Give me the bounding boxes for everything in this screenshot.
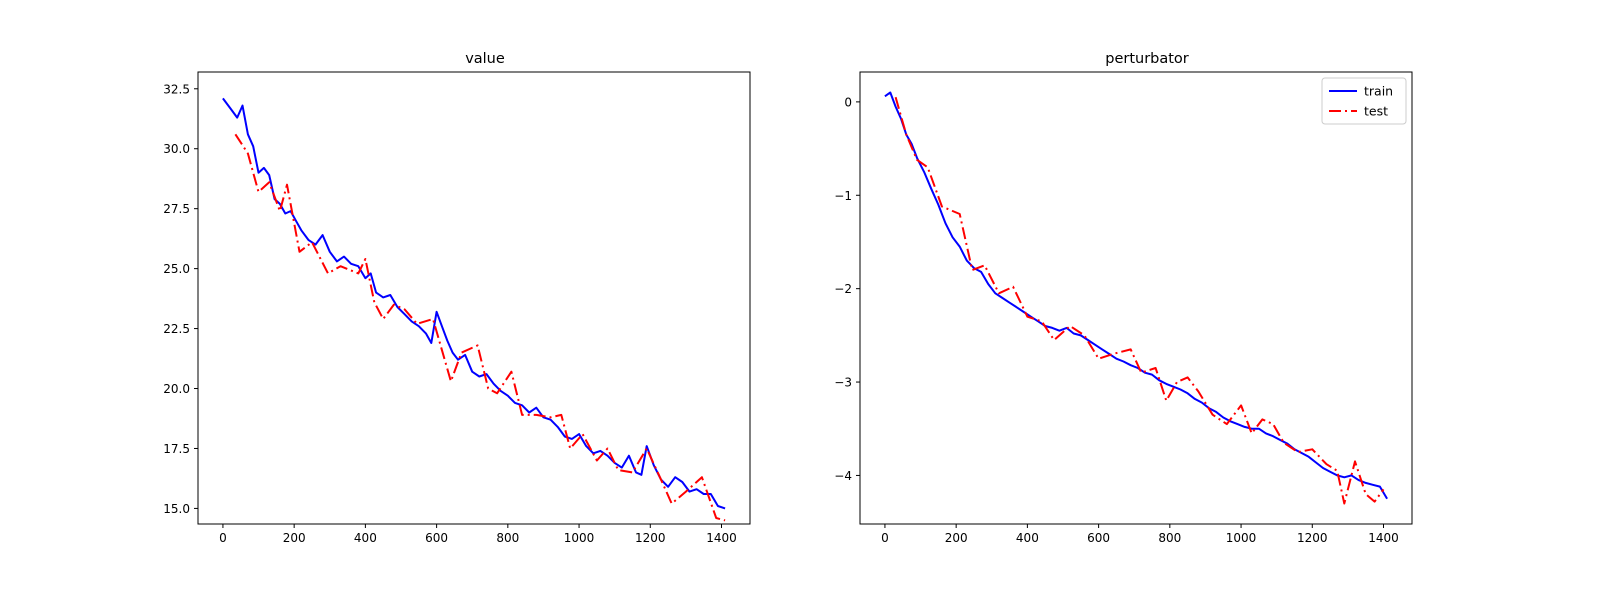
value-x-tick-label-5: 1000 bbox=[564, 531, 595, 545]
perturbator-series-test bbox=[894, 96, 1385, 505]
value-axis-ticks: 0 200 400 600 800 1000 1200 1400 15.0 17.5 20.0 22.… bbox=[163, 82, 737, 545]
perturbator-y-tick-label-4: −4 bbox=[834, 469, 852, 483]
value-y-tick-label-6: 30.0 bbox=[163, 142, 190, 156]
value-x-tick-label-4: 800 bbox=[496, 531, 519, 545]
value-x-tick-label-1: 200 bbox=[283, 531, 306, 545]
value-series bbox=[222, 97, 726, 522]
perturbator-x-tick-label-4: 800 bbox=[1158, 531, 1181, 545]
value-chart-title: value bbox=[465, 51, 505, 67]
perturbator-x-tick-label-5: 1000 bbox=[1226, 531, 1257, 545]
value-y-tick-label-5: 27.5 bbox=[163, 202, 190, 216]
perturbator-series-train bbox=[884, 91, 1388, 500]
perturbator-axis-ticks: 0 200 400 600 800 1000 1200 1400 0 −1 −2 −3 −4 bbox=[834, 95, 1398, 545]
value-series-train bbox=[222, 97, 726, 510]
value-x-tick-label-0: 0 bbox=[219, 531, 227, 545]
value-plot-area bbox=[197, 71, 751, 525]
perturbator-legend-box bbox=[1321, 77, 1407, 125]
perturbator-x-tick-label-2: 400 bbox=[1016, 531, 1039, 545]
value-x-tick-label-3: 600 bbox=[425, 531, 448, 545]
value-y-tick-label-2: 20.0 bbox=[163, 382, 190, 396]
perturbator-y-tick-label-3: −3 bbox=[834, 376, 852, 390]
perturbator-x-tick-label-7: 1400 bbox=[1368, 531, 1399, 545]
value-y-tick-label-0: 15.0 bbox=[163, 502, 190, 516]
perturbator-y-tick-label-2: −2 bbox=[834, 282, 852, 296]
perturbator-y-tick-label-0: 0 bbox=[844, 95, 852, 109]
value-x-tick-label-2: 400 bbox=[354, 531, 377, 545]
perturbator-x-tick-label-3: 600 bbox=[1087, 531, 1110, 545]
value-y-tick-label-4: 25.0 bbox=[163, 262, 190, 276]
perturbator-legend: train test bbox=[1321, 77, 1407, 125]
value-y-tick-label-3: 22.5 bbox=[163, 322, 190, 336]
value-x-tick-label-6: 1200 bbox=[635, 531, 666, 545]
perturbator-chart: perturbator 0 200 400 600 800 1000 1200 1400 0 −1… bbox=[834, 51, 1413, 545]
value-series-test bbox=[234, 133, 726, 522]
perturbator-legend-label-test: test bbox=[1364, 104, 1388, 119]
value-y-tick-label-7: 32.5 bbox=[163, 82, 190, 96]
value-chart: value 0 200 400 600 800 1000 1200 1400 15.0 17.5 2… bbox=[163, 51, 751, 545]
perturbator-chart-title: perturbator bbox=[1105, 51, 1189, 67]
perturbator-plot-area bbox=[859, 71, 1413, 525]
perturbator-legend-label-train: train bbox=[1364, 84, 1393, 99]
perturbator-x-tick-label-0: 0 bbox=[881, 531, 889, 545]
value-x-tick-label-7: 1400 bbox=[706, 531, 737, 545]
perturbator-x-tick-label-6: 1200 bbox=[1297, 531, 1328, 545]
perturbator-y-tick-label-1: −1 bbox=[834, 189, 852, 203]
value-y-tick-label-1: 17.5 bbox=[163, 442, 190, 456]
perturbator-x-tick-label-1: 200 bbox=[945, 531, 968, 545]
perturbator-series bbox=[884, 91, 1388, 505]
